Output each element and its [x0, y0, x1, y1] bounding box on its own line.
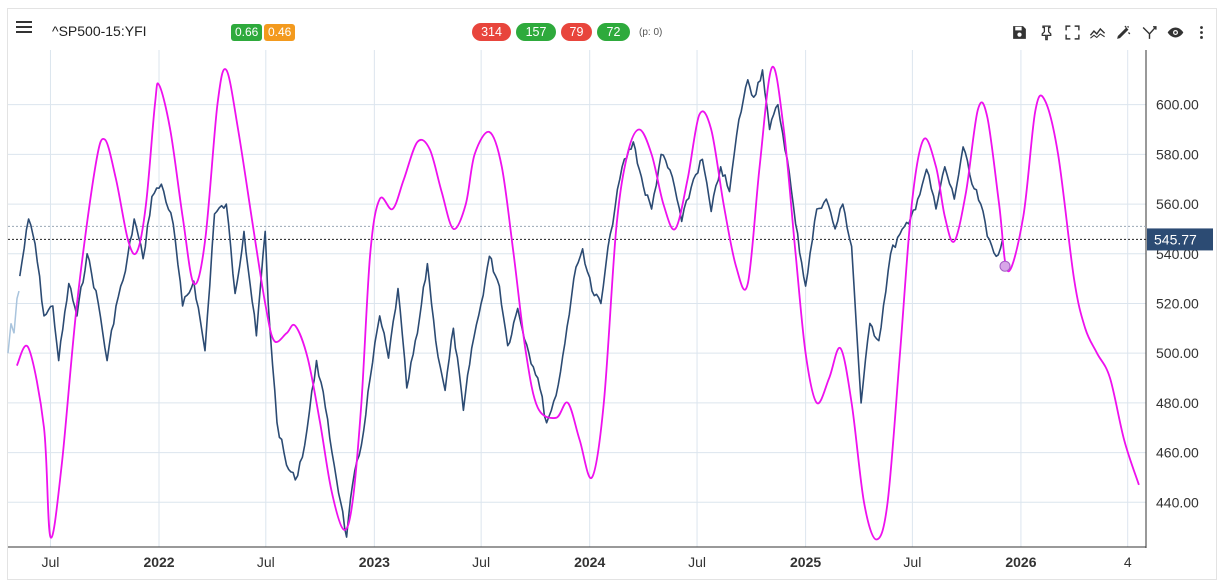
y-tick-label: 440.00 — [1156, 494, 1199, 510]
pin-icon[interactable] — [1038, 24, 1055, 41]
current-point-marker — [999, 260, 1011, 272]
menu-icon[interactable] — [16, 21, 32, 33]
y-tick-label: 480.00 — [1156, 395, 1199, 411]
y-tick-label: 500.00 — [1156, 345, 1199, 361]
trend-icon[interactable] — [1089, 24, 1106, 41]
last-price-tag — [1147, 228, 1213, 251]
x-tick-label: Jul — [903, 554, 921, 570]
y-tick-label: 600.00 — [1156, 97, 1199, 113]
x-tick-label: 2023 — [359, 554, 390, 570]
p-value-label: (p: 0) — [639, 27, 663, 38]
x-tick-label: Jul — [688, 554, 706, 570]
toolbar: ^SP500-15:YFI 0.66 0.46 314 157 79 72 (p… — [0, 0, 1222, 46]
x-tick-label: 2025 — [790, 554, 821, 570]
y-tick-label: 580.00 — [1156, 146, 1199, 162]
count-pill-red-1: 314 — [472, 23, 511, 41]
x-tick-label: 2026 — [1005, 554, 1036, 570]
x-tick-label: Jul — [472, 554, 490, 570]
x-tick-label: 2024 — [574, 554, 605, 570]
y-tick-label: 520.00 — [1156, 295, 1199, 311]
count-pill-green-1: 157 — [516, 23, 556, 41]
eye-icon[interactable] — [1167, 24, 1184, 41]
price-series-line — [19, 69, 1004, 538]
chart-frame — [7, 8, 1217, 580]
score-badge-orange: 0.46 — [264, 24, 296, 41]
y-tick-label: 560.00 — [1156, 196, 1199, 212]
fullscreen-icon[interactable] — [1064, 24, 1081, 41]
x-tick-label: 2022 — [143, 554, 174, 570]
more-icon[interactable] — [1193, 24, 1205, 41]
save-icon[interactable] — [1011, 24, 1028, 41]
count-pill-red-2: 79 — [561, 23, 592, 41]
score-badge-green: 0.66 — [231, 24, 263, 41]
x-tick-label: 4 — [1124, 554, 1132, 570]
last-price-label: 545.77 — [1154, 231, 1197, 247]
faded-price-segment — [7, 290, 20, 354]
projection-series-line — [15, 65, 1140, 541]
symbol-title: ^SP500-15:YFI — [52, 23, 147, 39]
x-tick-label: Jul — [257, 554, 275, 570]
draw-icon[interactable] — [1115, 24, 1132, 41]
x-tick-label: Jul — [42, 554, 60, 570]
count-pill-green-2: 72 — [597, 23, 630, 41]
branch-icon[interactable] — [1141, 24, 1158, 41]
y-tick-label: 460.00 — [1156, 445, 1199, 461]
